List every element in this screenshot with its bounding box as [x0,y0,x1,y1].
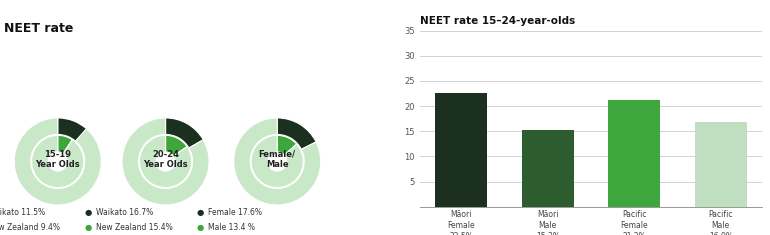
Text: ●: ● [85,223,92,232]
Text: NEET rate: NEET rate [4,22,73,35]
Wedge shape [277,135,296,155]
Text: ●: ● [196,208,203,217]
Wedge shape [58,118,86,141]
Wedge shape [277,118,316,149]
Wedge shape [122,118,209,205]
Bar [435,94,487,207]
Text: 15-19
Year Olds: 15-19 Year Olds [35,149,80,169]
Text: NEET rate 15–24-year-olds: NEET rate 15–24-year-olds [420,16,575,26]
Text: New Zealand 15.4%: New Zealand 15.4% [96,223,173,232]
Bar [695,122,747,207]
Wedge shape [32,135,84,188]
Bar [522,130,574,207]
Wedge shape [166,135,187,156]
Wedge shape [139,135,192,188]
Wedge shape [58,135,72,153]
Text: Female/
Male: Female/ Male [259,149,296,169]
Text: Waikato 16.7%: Waikato 16.7% [96,208,153,217]
Bar [608,100,660,207]
Text: 20-24
Year Olds: 20-24 Year Olds [143,149,188,169]
Wedge shape [233,118,321,205]
Text: Female 17.6%: Female 17.6% [208,208,262,217]
Text: Male 13.4 %: Male 13.4 % [208,223,255,232]
Text: ●: ● [85,208,92,217]
Text: ●: ● [196,223,203,232]
Wedge shape [14,118,102,205]
Text: Waikato 11.5%: Waikato 11.5% [0,208,45,217]
Text: New Zealand 9.4%: New Zealand 9.4% [0,223,61,232]
Wedge shape [166,118,203,148]
Wedge shape [251,135,303,188]
